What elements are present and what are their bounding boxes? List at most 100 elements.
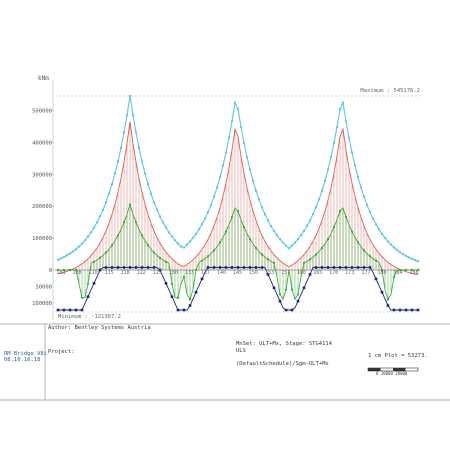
cyan-point: [377, 228, 381, 231]
plot-scale-ticks: 0 10000 20000: [376, 371, 408, 376]
cyan-point: [167, 231, 171, 234]
cyan-point: [233, 101, 237, 104]
y-tick-label: 400000: [32, 140, 52, 146]
navy-point: [242, 266, 246, 269]
cyan-point: [239, 125, 243, 129]
navy-point: [356, 266, 360, 269]
navy-point: [200, 277, 204, 281]
cyan-point: [290, 244, 294, 247]
cyan-point: [203, 217, 207, 220]
x-section-label: 108: [73, 270, 82, 276]
navy-point: [272, 286, 276, 290]
cyan-point: [125, 114, 129, 117]
green-point: [260, 253, 264, 256]
navy-point: [164, 282, 168, 285]
navy-point: [86, 295, 90, 298]
cyan-point: [224, 151, 228, 154]
cyan-point: [68, 252, 72, 255]
green-point: [326, 237, 330, 241]
green-point: [62, 268, 66, 272]
x-section-label: 177: [361, 270, 370, 276]
cyan-point: [410, 257, 414, 261]
navy-point: [332, 266, 336, 269]
schedule-label: (DefaultSchedule)/Sgm-ULT+Mx: [236, 361, 329, 367]
green-point: [296, 293, 300, 296]
cyan-point: [182, 246, 186, 249]
navy-point: [62, 308, 66, 312]
author-label: Author: Bentley Systems Austria: [48, 325, 151, 331]
cyan-point: [77, 245, 81, 248]
green-point: [320, 246, 324, 250]
green-point: [116, 234, 120, 237]
x-section-label: 133: [185, 270, 194, 276]
red-series-line: [57, 121, 419, 276]
navy-point: [260, 266, 264, 269]
navy-point: [146, 266, 150, 269]
plot-scale-bar-segment: [393, 368, 406, 371]
cyan-point: [122, 131, 126, 134]
cyan-point: [149, 192, 153, 195]
drawing-footer: Author: Bentley Systems Austria Project:…: [0, 324, 450, 400]
x-section-label: 157: [281, 270, 290, 276]
cyan-point: [257, 198, 261, 201]
green-point: [242, 225, 246, 229]
navy-point: [212, 266, 216, 269]
green-point: [374, 259, 378, 262]
cyan-point: [293, 241, 297, 244]
green-point: [110, 244, 114, 247]
green-point: [284, 288, 288, 291]
navy-point: [398, 308, 402, 312]
x-section-label: 160: [297, 270, 306, 276]
navy-point: [80, 308, 84, 312]
green-point: [224, 230, 228, 233]
green-point: [164, 260, 168, 264]
cyan-point: [107, 192, 111, 195]
cyan-point: [200, 223, 204, 226]
cyan-point: [230, 120, 234, 123]
green-point: [254, 246, 258, 250]
cyan-point: [119, 146, 123, 150]
navy-point: [158, 268, 162, 272]
plot-scale-label: 1 cm Plot = 53273.: [368, 353, 428, 359]
navy-point: [392, 308, 396, 312]
navy-point: [98, 268, 102, 272]
y-tick-label: 300000: [32, 172, 52, 178]
software-version: 08.10.16.18: [4, 357, 41, 363]
cyan-point: [134, 131, 138, 134]
green-point: [188, 298, 192, 301]
navy-point: [140, 266, 144, 269]
green-point: [218, 241, 222, 244]
green-point: [308, 258, 312, 261]
cyan-point: [341, 101, 345, 104]
cyan-point: [62, 255, 66, 259]
x-section-label: 103: [56, 270, 65, 276]
cyan-point: [323, 179, 327, 182]
cyan-point: [317, 198, 321, 201]
green-point: [152, 251, 156, 254]
cyan-point: [212, 195, 216, 198]
green-point: [356, 241, 360, 244]
green-point: [86, 282, 90, 285]
green-point: [248, 237, 252, 241]
cyan-point: [152, 201, 156, 204]
cyan-point: [368, 210, 372, 214]
x-section-label: 150: [249, 270, 258, 276]
navy-point: [170, 295, 174, 298]
green-point: [128, 203, 132, 206]
cyan-point: [143, 172, 147, 175]
x-section-label: 130: [169, 270, 178, 276]
navy-point: [236, 266, 240, 269]
mnset-label: MnSet: ULT+Mx, Stage: STG4114: [236, 341, 333, 347]
green-point: [212, 249, 216, 252]
cyan-point: [329, 155, 333, 159]
green-point: [290, 288, 294, 291]
y-unit-label: kNm: [38, 75, 49, 82]
cyan-point: [89, 231, 93, 234]
cyan-point: [95, 221, 99, 224]
cyan-point: [170, 235, 174, 238]
navy-point: [182, 308, 186, 312]
cyan-point: [302, 229, 306, 233]
green-point: [98, 256, 102, 260]
navy-point: [128, 266, 132, 269]
cyan-point: [251, 179, 255, 182]
